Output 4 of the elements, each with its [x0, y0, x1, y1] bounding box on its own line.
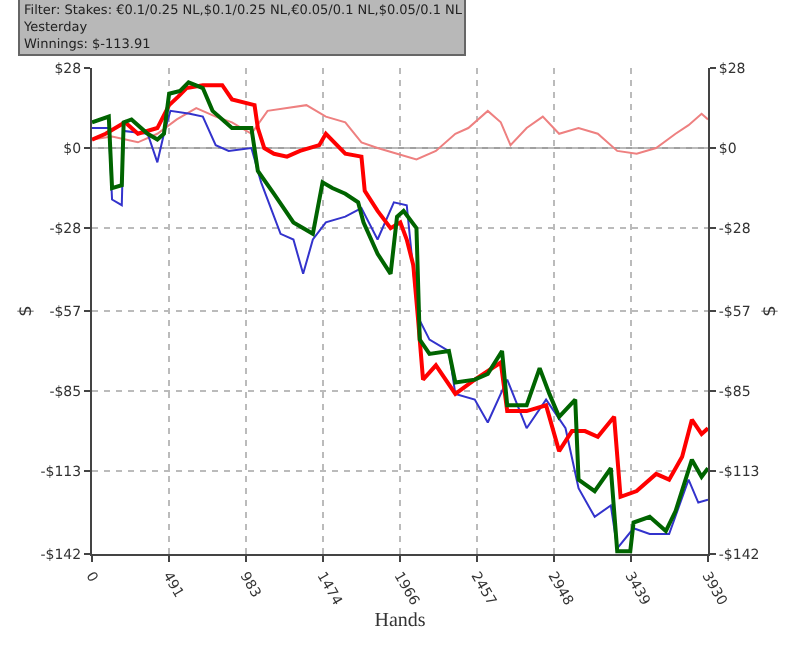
x-axis-title: Hands: [374, 610, 426, 633]
line-series: [92, 104, 708, 161]
y2-axis-title: $: [761, 305, 782, 317]
y-axis-title: $: [17, 305, 38, 317]
